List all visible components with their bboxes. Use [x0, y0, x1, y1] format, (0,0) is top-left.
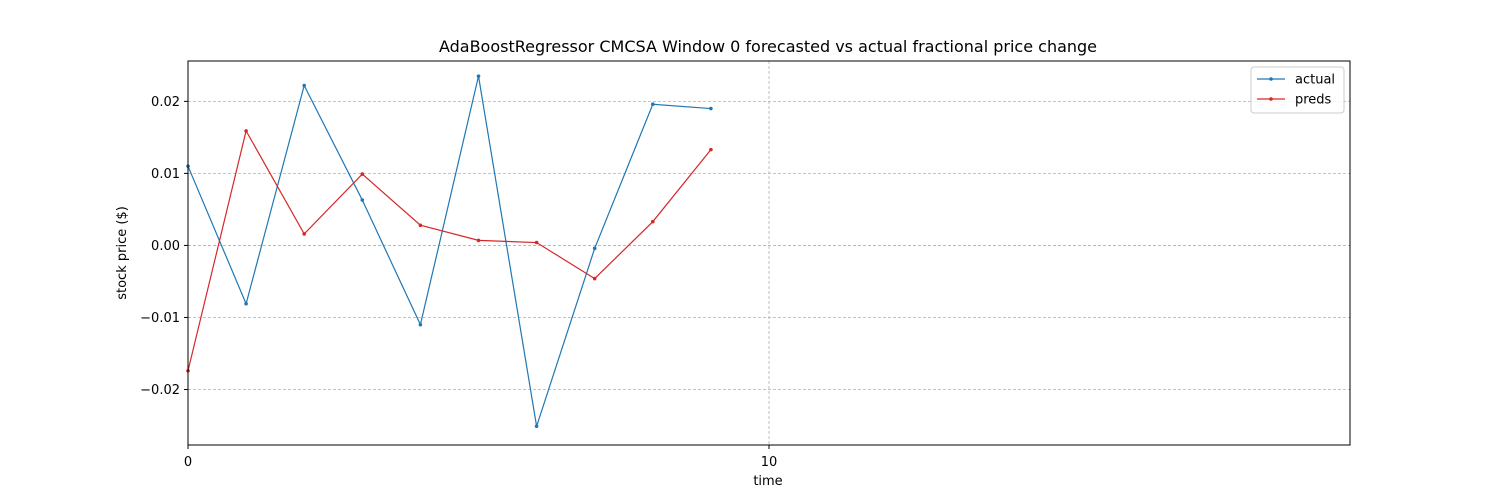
plot-area: [186, 60, 1351, 446]
y-tick-label: −0.01: [140, 311, 180, 326]
data-point-preds: [302, 232, 307, 236]
y-tick-label: 0.01: [151, 167, 180, 182]
data-point-preds: [592, 276, 597, 281]
data-point-actual: [709, 106, 713, 111]
y-tick-label: 0.00: [151, 239, 180, 254]
y-tick-label: 0.02: [151, 95, 180, 110]
data-point-actual: [592, 246, 597, 251]
series-preds: [186, 129, 713, 373]
x-tick-label: 0: [184, 455, 192, 470]
series-line-actual: [187, 75, 711, 427]
data-point-actual: [302, 83, 307, 88]
legend-items: actual preds: [1257, 73, 1335, 108]
legend-marker-actual: [1269, 77, 1273, 81]
x-axis-label: time: [753, 474, 782, 489]
data-point-preds: [709, 147, 713, 152]
data-point-actual: [476, 74, 481, 78]
data-point-actual: [360, 198, 365, 202]
chart-title: AdaBoostRegressor CMCSA Window 0 forecas…: [439, 37, 1097, 56]
data-point-preds: [244, 129, 248, 133]
y-axis-ticks: −0.02 −0.01 0.00 0.01 0.02: [140, 95, 188, 398]
series-layer: [186, 74, 713, 429]
data-point-preds: [360, 172, 365, 176]
series-line-preds: [187, 129, 712, 371]
series-actual: [186, 74, 713, 429]
x-axis-ticks: 0 10: [184, 445, 777, 470]
legend-label-preds: preds: [1295, 93, 1332, 108]
data-point-preds: [651, 219, 655, 224]
legend-label-actual: actual: [1295, 73, 1335, 88]
data-point-preds: [534, 240, 539, 245]
data-point-actual: [534, 424, 539, 429]
y-tick-label: −0.02: [140, 383, 180, 398]
data-point-actual: [651, 102, 655, 107]
legend: actual preds: [1250, 66, 1345, 114]
x-tick-label: 10: [761, 455, 778, 470]
data-point-actual: [244, 301, 248, 306]
data-point-actual: [418, 322, 423, 327]
y-axis-label: stock price ($): [115, 206, 130, 300]
data-point-preds: [418, 223, 423, 228]
data-point-preds: [476, 238, 481, 243]
legend-marker-preds: [1269, 97, 1273, 101]
